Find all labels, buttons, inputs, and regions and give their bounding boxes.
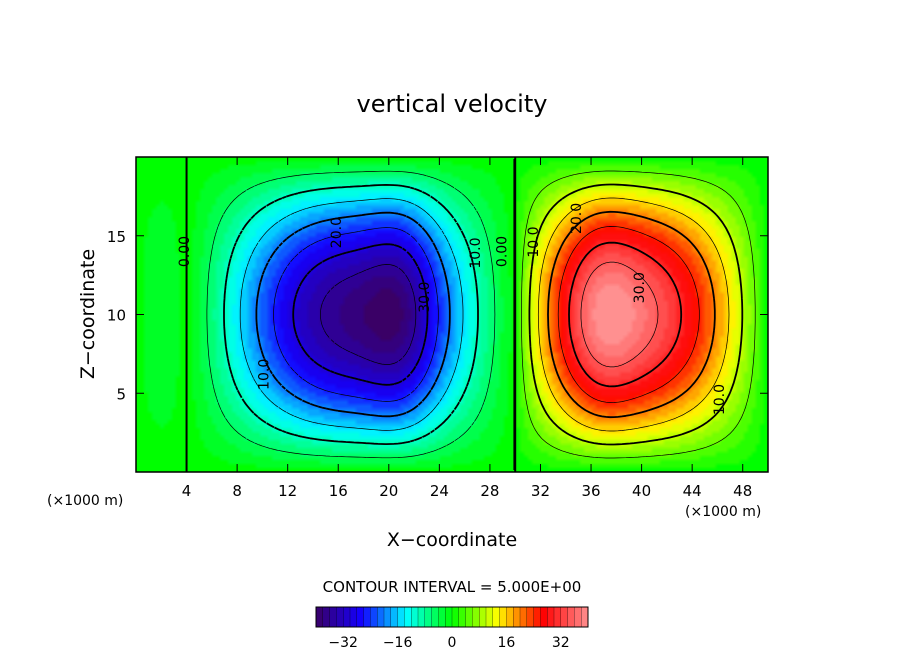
colorbar-bin (411, 606, 419, 628)
colorbar-bin (547, 606, 555, 628)
colorbar-tick-label: 0 (448, 635, 457, 651)
y-axis-label: Z−coordinate (77, 249, 99, 379)
x-axis: 4 8 12 16 20 24 28 32 36 40 44 48 (182, 157, 752, 500)
x-unit-right: (×1000 m) (685, 504, 761, 520)
colorbar-bin (329, 606, 337, 628)
contour-label: 0.00 (494, 236, 510, 267)
contour-10 (528, 183, 744, 446)
colorbar-bin (417, 606, 426, 628)
x-tick-label: 32 (531, 482, 550, 500)
contour-interval-note: CONTOUR INTERVAL = 5.000E+00 (323, 578, 582, 596)
contour--15 (239, 198, 464, 431)
colorbar-bin (567, 606, 575, 628)
colorbar-bin (349, 606, 358, 628)
contour-label: 10.0 (468, 237, 484, 268)
heatmap-field (136, 157, 768, 472)
colorbar-bin (315, 606, 324, 628)
colorbar-tick-label: 16 (497, 635, 515, 651)
colorbar-bin (540, 606, 548, 628)
colorbar-bin (438, 606, 446, 628)
contour-20 (547, 210, 716, 419)
contour--5 (206, 170, 496, 459)
y-tick-label: 15 (107, 228, 126, 246)
contour--25 (273, 227, 439, 402)
colorbar-bin (370, 606, 378, 628)
colorbar-bin (458, 606, 467, 628)
colorbar: −32 −16 0 16 32 (315, 606, 589, 651)
colorbar-tick-label: −32 (328, 635, 358, 651)
contour-label: 20.0 (329, 217, 345, 248)
x-tick-label: 12 (278, 482, 297, 500)
x-tick-label: 36 (581, 482, 600, 500)
colorbar-bin (336, 606, 344, 628)
colorbar-bin (383, 606, 392, 628)
x-tick-label: 44 (683, 482, 702, 500)
colorbar-bin (581, 606, 589, 628)
colorbar-bin (404, 606, 412, 628)
contour--10 (223, 184, 479, 445)
contour-label: 10.0 (712, 384, 728, 415)
colorbar-bin (526, 606, 535, 628)
x-tick-label: 40 (632, 482, 651, 500)
colorbar-bin (445, 606, 453, 628)
x-tick-label: 4 (182, 482, 192, 500)
colorbar-bin (519, 606, 528, 628)
colorbar-frame (315, 606, 589, 628)
x-tick-label: 8 (232, 482, 242, 500)
colorbar-bin (356, 606, 365, 628)
contour-15 (537, 197, 730, 432)
colorbar-bin (424, 606, 433, 628)
x-tick-label: 20 (379, 482, 398, 500)
colorbar-bin (451, 606, 460, 628)
colorbar-bin (390, 606, 399, 628)
colorbar-bin (553, 606, 562, 628)
y-tick-label: 5 (116, 385, 126, 403)
colorbar-bin (492, 606, 501, 628)
colorbar-bin (533, 606, 541, 628)
contour-5 (521, 170, 756, 459)
colorbar-bin (431, 606, 439, 628)
x-axis-label: X−coordinate (387, 529, 517, 551)
x-unit-left: (×1000 m) (47, 493, 123, 509)
contour--30 (292, 243, 429, 386)
contour-30 (568, 241, 683, 388)
contour-lines (185, 157, 756, 472)
colorbar-bin (513, 606, 521, 628)
colorbar-bin (465, 606, 473, 628)
x-tick-label: 28 (480, 482, 499, 500)
plot-area: 0.00 10.0 20.0 30.0 10.0 0.00 10.0 20.0 30.0 10.0 (135, 156, 769, 473)
colorbar-bin (560, 606, 569, 628)
contour-label: 20.0 (569, 203, 585, 234)
contour-label: 10.0 (526, 226, 542, 257)
contour-labels: 0.00 10.0 20.0 30.0 10.0 0.00 10.0 20.0 30.0 10.0 (177, 203, 728, 415)
colorbar-bin (322, 606, 331, 628)
contour-25 (557, 226, 700, 403)
colorbar-tick-label: 32 (552, 635, 570, 651)
contour-label: 30.0 (632, 272, 648, 303)
colorbar-tick-label: −16 (383, 635, 413, 651)
contour--20 (255, 211, 451, 418)
x-tick-label: 48 (733, 482, 752, 500)
contour-label: 30.0 (417, 282, 433, 313)
colorbar-bin (574, 606, 582, 628)
colorbar-bin (472, 606, 480, 628)
chart-title: vertical velocity (357, 90, 548, 118)
x-tick-label: 24 (430, 482, 449, 500)
colorbar-bin (397, 606, 405, 628)
contour-35 (580, 261, 659, 368)
colorbar-bin (363, 606, 371, 628)
colorbar-bin (343, 606, 351, 628)
colorbar-bin (499, 606, 507, 628)
y-axis: 5 10 15 (107, 228, 768, 403)
colorbar-bin (506, 606, 514, 628)
y-tick-label: 10 (107, 307, 126, 325)
contour-label: 0.00 (177, 236, 193, 267)
contour-label: 10.0 (257, 359, 273, 390)
colorbar-bin (479, 606, 487, 628)
contour--35 (320, 264, 417, 365)
colorbar-bin (485, 606, 494, 628)
x-tick-label: 16 (329, 482, 348, 500)
colorbar-bin (377, 606, 385, 628)
